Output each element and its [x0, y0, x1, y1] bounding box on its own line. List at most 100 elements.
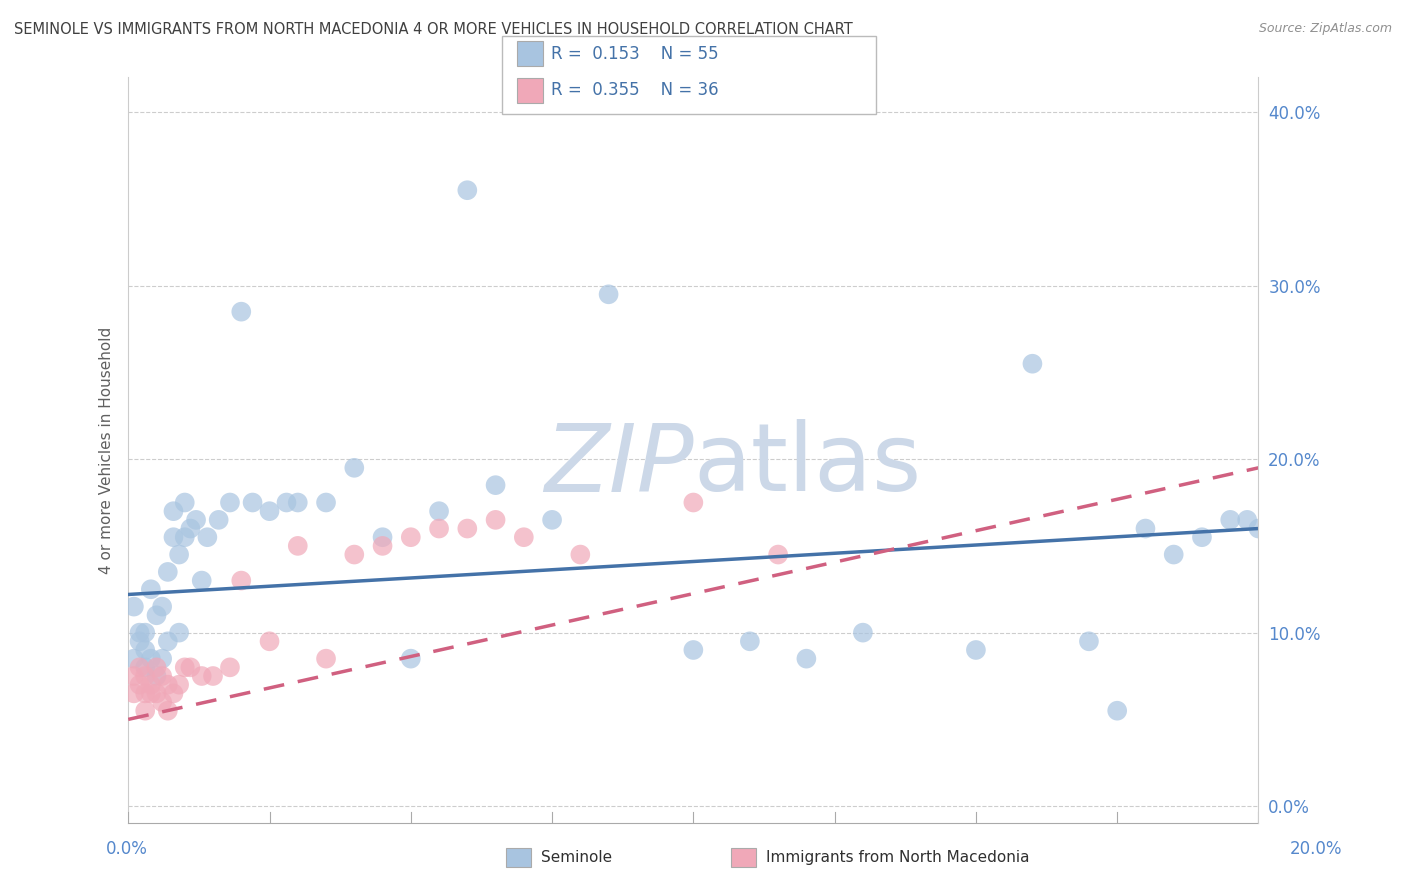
Point — [1247, 522, 1270, 536]
Point — [484, 513, 506, 527]
Point — [1021, 357, 1043, 371]
Point — [139, 686, 162, 700]
Point — [343, 460, 366, 475]
Point — [1236, 513, 1258, 527]
Point — [167, 548, 190, 562]
Point — [134, 660, 156, 674]
Point — [399, 530, 422, 544]
Point — [145, 660, 167, 674]
Text: Seminole: Seminole — [541, 850, 613, 865]
Text: R =  0.355    N = 36: R = 0.355 N = 36 — [551, 81, 718, 99]
Point — [682, 495, 704, 509]
Point — [219, 495, 242, 509]
Point — [167, 678, 190, 692]
Point — [162, 504, 184, 518]
Point — [276, 495, 298, 509]
Point — [852, 625, 875, 640]
Point — [122, 669, 145, 683]
Point — [145, 686, 167, 700]
Text: ZIP: ZIP — [544, 420, 693, 511]
Text: SEMINOLE VS IMMIGRANTS FROM NORTH MACEDONIA 4 OR MORE VEHICLES IN HOUSEHOLD CORR: SEMINOLE VS IMMIGRANTS FROM NORTH MACEDO… — [14, 22, 853, 37]
Point — [315, 495, 337, 509]
Y-axis label: 4 or more Vehicles in Household: 4 or more Vehicles in Household — [100, 326, 114, 574]
Text: Immigrants from North Macedonia: Immigrants from North Macedonia — [766, 850, 1029, 865]
Point — [156, 634, 179, 648]
Point — [156, 704, 179, 718]
Point — [162, 530, 184, 544]
Point — [738, 634, 761, 648]
Point — [139, 582, 162, 597]
Point — [219, 660, 242, 674]
Point — [371, 530, 394, 544]
Text: R =  0.153    N = 55: R = 0.153 N = 55 — [551, 45, 718, 62]
Point — [427, 522, 450, 536]
Point — [287, 539, 309, 553]
Point — [190, 574, 212, 588]
Point — [162, 686, 184, 700]
Point — [456, 522, 478, 536]
Point — [190, 669, 212, 683]
Point — [134, 625, 156, 640]
Point — [315, 651, 337, 665]
Point — [156, 678, 179, 692]
Point — [371, 539, 394, 553]
Point — [427, 504, 450, 518]
Point — [122, 599, 145, 614]
Point — [766, 548, 789, 562]
Point — [208, 513, 231, 527]
Point — [343, 548, 366, 562]
Point — [242, 495, 264, 509]
Point — [484, 478, 506, 492]
Point — [134, 669, 156, 683]
Text: Source: ZipAtlas.com: Source: ZipAtlas.com — [1258, 22, 1392, 36]
Point — [287, 495, 309, 509]
Point — [259, 504, 281, 518]
Point — [134, 704, 156, 718]
Point — [173, 495, 195, 509]
Point — [231, 574, 253, 588]
Point — [156, 565, 179, 579]
Point — [173, 530, 195, 544]
Point — [184, 513, 207, 527]
Point — [150, 599, 173, 614]
Point — [150, 651, 173, 665]
Point — [202, 669, 225, 683]
Point — [195, 530, 218, 544]
Point — [128, 634, 150, 648]
Point — [134, 643, 156, 657]
Point — [259, 634, 281, 648]
Point — [167, 625, 190, 640]
Point — [1191, 530, 1213, 544]
Point — [145, 608, 167, 623]
Point — [150, 695, 173, 709]
Point — [1163, 548, 1185, 562]
Point — [598, 287, 620, 301]
Point — [145, 669, 167, 683]
Point — [1107, 704, 1129, 718]
Point — [122, 651, 145, 665]
Point — [569, 548, 592, 562]
Point — [231, 304, 253, 318]
Point — [150, 669, 173, 683]
Point — [128, 660, 150, 674]
Point — [179, 660, 201, 674]
Point — [179, 522, 201, 536]
Point — [399, 651, 422, 665]
Point — [139, 678, 162, 692]
Point — [1135, 522, 1157, 536]
Point — [173, 660, 195, 674]
Point — [134, 686, 156, 700]
Text: 20.0%: 20.0% — [1291, 840, 1343, 858]
Point — [139, 651, 162, 665]
Text: atlas: atlas — [693, 419, 921, 511]
Point — [513, 530, 536, 544]
Point — [122, 686, 145, 700]
Point — [1219, 513, 1241, 527]
Point — [682, 643, 704, 657]
Text: 0.0%: 0.0% — [105, 840, 148, 858]
Point — [128, 678, 150, 692]
Point — [541, 513, 564, 527]
Point — [456, 183, 478, 197]
Point — [965, 643, 987, 657]
Point — [128, 625, 150, 640]
